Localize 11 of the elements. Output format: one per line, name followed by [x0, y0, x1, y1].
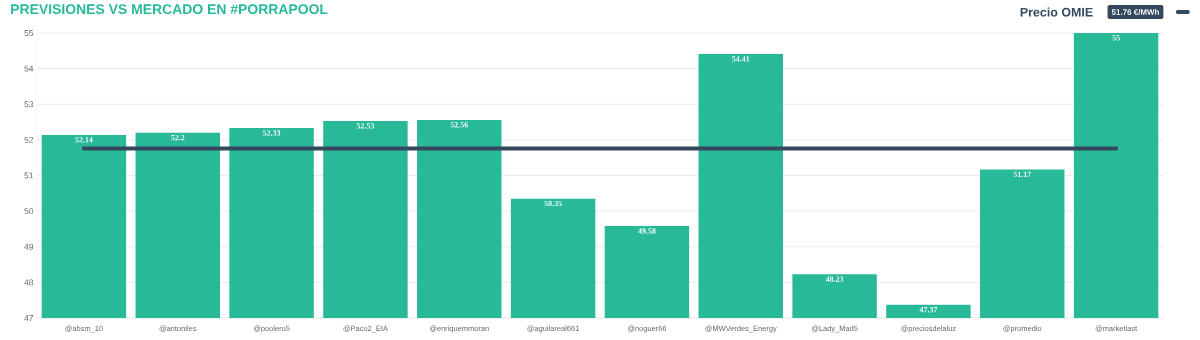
y-tick-label: 51	[24, 172, 34, 179]
y-tick-label: 48	[24, 279, 34, 286]
chart-title: PREVISIONES VS MERCADO EN #PORRAPOOL	[11, 4, 328, 15]
y-tick-label: 55	[24, 30, 34, 36]
y-tick-label: 47	[24, 315, 34, 321]
y-tick-label: 53	[24, 101, 34, 108]
y-tick-label: 50	[24, 208, 34, 215]
y-tick-label: 54	[24, 65, 34, 72]
legend-label: Precio OMIE	[1020, 7, 1093, 17]
y-tick-label: 52	[24, 136, 34, 143]
y-tick-label: 49	[24, 243, 34, 250]
